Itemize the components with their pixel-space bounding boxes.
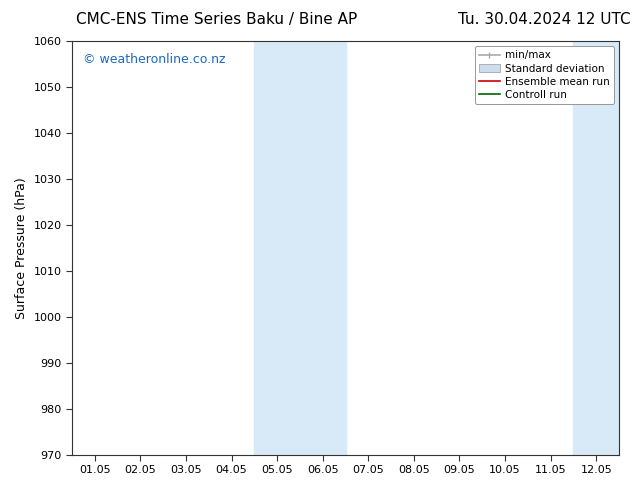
Text: CMC-ENS Time Series Baku / Bine AP: CMC-ENS Time Series Baku / Bine AP [76,12,358,27]
Legend: min/max, Standard deviation, Ensemble mean run, Controll run: min/max, Standard deviation, Ensemble me… [475,46,614,104]
Text: Tu. 30.04.2024 12 UTC: Tu. 30.04.2024 12 UTC [458,12,631,27]
Bar [573,41,634,455]
Text: © weatheronline.co.nz: © weatheronline.co.nz [83,53,226,67]
Bar [254,41,346,455]
Y-axis label: Surface Pressure (hPa): Surface Pressure (hPa) [15,177,28,318]
